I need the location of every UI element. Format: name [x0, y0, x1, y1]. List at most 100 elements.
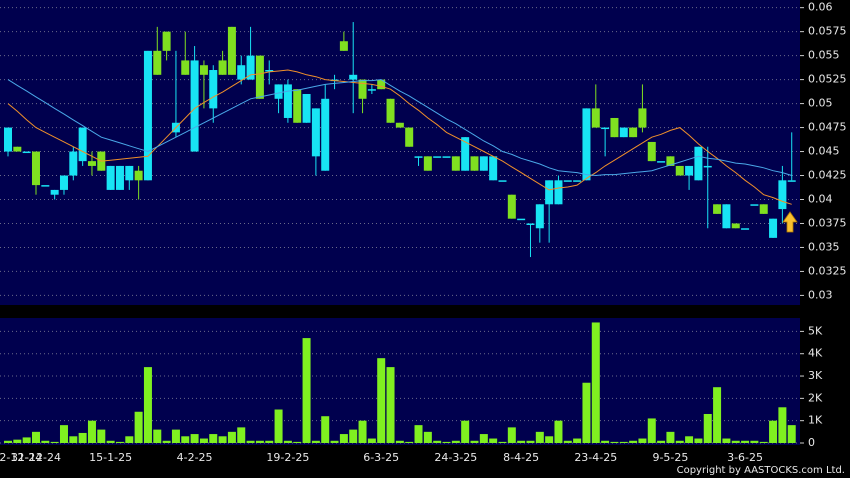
volume-bar	[293, 441, 302, 443]
volume-bar	[41, 440, 50, 443]
candle-body	[181, 60, 190, 75]
volume-bar	[218, 436, 227, 443]
x-tick-label: 4-2-25	[177, 451, 213, 464]
candle-body	[713, 204, 722, 214]
volume-bar	[722, 438, 731, 443]
candle-body	[115, 165, 124, 190]
volume-bar	[787, 425, 796, 443]
volume-bar	[358, 420, 367, 443]
candle-body	[619, 127, 628, 138]
y-tick-label: 0.05	[808, 97, 833, 110]
y-tick-label: 0.045	[808, 145, 840, 158]
volume-bar	[97, 429, 106, 443]
candle-body	[153, 50, 162, 75]
candle-body	[255, 55, 264, 99]
candle-body	[50, 189, 59, 195]
candle-body	[134, 170, 143, 181]
volume-bar	[517, 440, 526, 443]
candle-body	[87, 161, 96, 166]
candle-body	[741, 228, 750, 230]
up-arrow	[782, 211, 798, 233]
volume-bar	[778, 407, 787, 443]
candle-body	[489, 156, 498, 181]
volume-bar	[162, 440, 171, 443]
volume-bar	[713, 387, 722, 443]
volume-bar	[311, 440, 320, 443]
candle-body	[22, 151, 31, 154]
volume-bar	[657, 440, 666, 443]
volume-bar	[610, 441, 619, 443]
candle-body	[339, 41, 348, 51]
volume-bar	[265, 440, 274, 443]
volume-bar	[582, 382, 591, 443]
volume-bar	[13, 439, 22, 443]
candle-body	[143, 50, 152, 181]
volume-bar	[50, 441, 59, 443]
volume-bar	[405, 441, 414, 443]
candle-body	[265, 70, 274, 72]
candle-body	[358, 79, 367, 99]
volume-bar	[377, 358, 386, 443]
candle-body	[349, 74, 358, 80]
moving-average-line	[7, 69, 792, 205]
candle-body	[283, 84, 292, 118]
volume-bar	[629, 440, 638, 443]
y-tick-label: 2K	[808, 391, 823, 404]
candle-body	[246, 55, 255, 80]
candle-body	[31, 151, 40, 186]
y-tick-label: 0.0575	[808, 25, 847, 38]
candle-body	[666, 156, 675, 166]
y-tick-label: 5K	[808, 324, 823, 337]
volume-bar	[442, 441, 451, 443]
volume-bar	[321, 416, 330, 443]
x-tick-label: 9-5-25	[652, 451, 688, 464]
volume-bar	[489, 438, 498, 443]
candle-body	[4, 127, 12, 152]
y-tick-label: 0.06	[808, 1, 833, 14]
volume-bar	[190, 434, 199, 443]
candle-body	[321, 98, 330, 171]
volume-bar	[227, 431, 236, 443]
candle-body	[685, 165, 694, 176]
candle-body	[423, 156, 432, 171]
volume-bar	[703, 413, 712, 443]
y-tick-label: 0.0475	[808, 121, 847, 134]
volume-bar	[507, 427, 516, 443]
candle-body	[545, 180, 554, 205]
candle-body	[563, 180, 572, 182]
candle-body	[582, 108, 591, 181]
y-tick-label: 3K	[808, 369, 823, 382]
candle-body	[367, 89, 376, 91]
candle-body	[703, 165, 712, 168]
copyright: Copyright by AASTOCKS.com Ltd.	[677, 465, 845, 476]
candle-body	[414, 156, 423, 158]
candle-body	[610, 117, 619, 138]
y-tick-label: 0.03	[808, 288, 833, 301]
volume-bar	[237, 427, 246, 443]
volume-bar	[302, 338, 311, 443]
candle-body	[433, 156, 442, 158]
candle-body	[293, 89, 302, 123]
volume-bar	[479, 434, 488, 443]
volume-bar	[694, 438, 703, 443]
volume-bar	[750, 440, 759, 443]
candle-body	[479, 156, 488, 171]
x-tick-label: 24-3-25	[434, 451, 477, 464]
volume-bar	[601, 440, 610, 443]
arrow-icon	[782, 211, 798, 233]
volume-bar	[498, 441, 507, 443]
volume-bar	[181, 436, 190, 443]
candle-body	[405, 127, 414, 147]
candle-body	[629, 127, 638, 138]
candle-body	[125, 165, 134, 181]
candle-body	[377, 79, 386, 90]
volume-bar	[87, 420, 96, 443]
volume-bar	[395, 440, 404, 443]
volume-bar	[433, 440, 442, 443]
x-tick-label: 6-3-25	[363, 451, 399, 464]
volume-bar	[535, 431, 544, 443]
x-tick-label: 12-12-24	[0, 451, 42, 464]
y-tick-label: 0.0325	[808, 264, 847, 277]
candle-body	[41, 185, 50, 187]
volume-bar	[153, 429, 162, 443]
